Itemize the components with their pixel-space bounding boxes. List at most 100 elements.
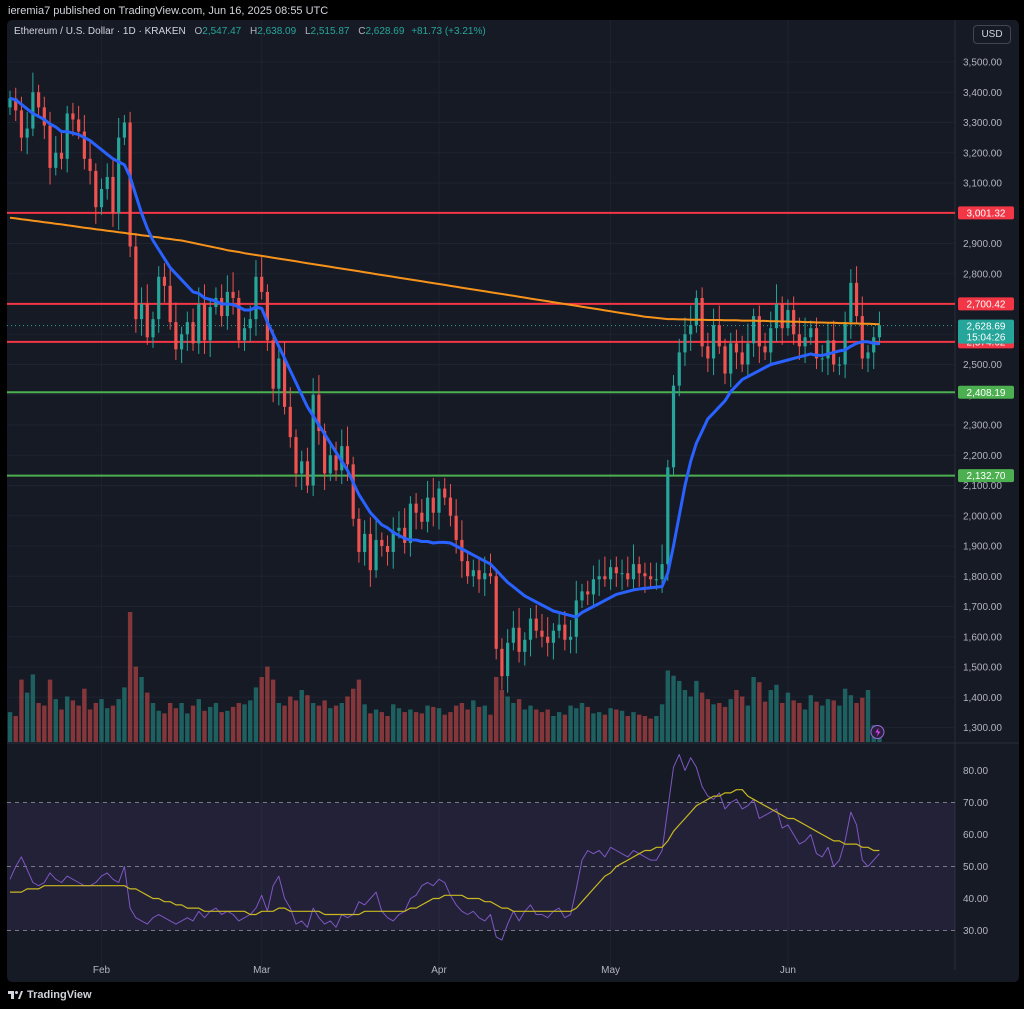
horizontal-levels[interactable] xyxy=(7,211,955,477)
price-badge-support-2408-bg xyxy=(958,385,1014,399)
volume-bar xyxy=(30,674,36,742)
volume-bar xyxy=(391,704,396,742)
rsi-tick-label: 80.00 xyxy=(963,766,988,777)
volume-bar xyxy=(76,705,81,742)
volume-bar xyxy=(362,704,367,742)
rsi-band xyxy=(7,802,955,931)
volume-bar xyxy=(36,703,41,742)
volume-bar xyxy=(711,704,716,742)
volume-bar xyxy=(665,670,670,742)
candle-body xyxy=(849,282,853,323)
volume-bar xyxy=(145,692,150,742)
volume-bar xyxy=(539,712,545,742)
volume-bar xyxy=(619,710,625,742)
volume-bar xyxy=(568,705,573,742)
price-labels: 3,001.322,700.422,574.622,408.192,132.70… xyxy=(958,206,1014,483)
candle-body xyxy=(162,276,167,286)
close-key: C xyxy=(358,26,366,37)
candle-body xyxy=(454,515,458,540)
price-tick-label: 1,400.00 xyxy=(963,693,1002,704)
candle-body xyxy=(689,325,693,335)
volume-bar xyxy=(413,712,419,742)
symbol-legend: Ethereum / U.S. Dollar · 1D · KRAKEN O2,… xyxy=(14,26,486,37)
volume-bar xyxy=(574,708,579,742)
candle-body xyxy=(546,636,550,643)
candle-body xyxy=(671,385,676,468)
candle-body xyxy=(82,131,86,159)
candle-body xyxy=(706,346,710,359)
candle-body xyxy=(397,527,401,531)
candle-body xyxy=(403,527,407,543)
volume-bar xyxy=(677,680,682,742)
candle-body xyxy=(603,576,607,580)
price-axis[interactable]: 3,500.00 3,400.00 3,300.00 3,200.00 3,100.00… xyxy=(963,58,1002,938)
volume-bar xyxy=(453,705,459,742)
chart-canvas[interactable]: 3,500.00 3,400.00 3,300.00 3,200.00 3,100.00… xyxy=(7,20,1019,982)
tradingview-footer[interactable]: TradingView xyxy=(8,989,92,1001)
volume-bar xyxy=(19,679,24,742)
volume-bar xyxy=(745,705,751,742)
candle-body xyxy=(202,304,207,341)
volume-bar xyxy=(156,710,161,742)
candle-body xyxy=(826,340,830,359)
volume-bar xyxy=(848,695,854,742)
volume-bar xyxy=(671,675,676,742)
candle-body xyxy=(740,352,744,365)
candle-body xyxy=(237,297,241,341)
candle-body xyxy=(334,455,338,471)
last-price-badge-bg xyxy=(958,319,1014,344)
candle-body xyxy=(248,319,252,329)
price-badge-support-2408-text: 2,408.19 xyxy=(967,388,1006,399)
volume-bar xyxy=(162,713,167,742)
currency-button[interactable]: USD xyxy=(973,25,1011,44)
low-value: 2,515.87 xyxy=(310,26,350,37)
candle-body xyxy=(820,358,824,360)
price-tick-label: 2,000.00 xyxy=(963,511,1002,522)
volume-bar xyxy=(659,704,665,742)
candle-body xyxy=(380,539,384,546)
volume-bar xyxy=(310,703,316,742)
volume-bar xyxy=(190,705,196,742)
candle-body xyxy=(586,591,590,595)
candle-body xyxy=(506,642,510,677)
volume-bar xyxy=(625,716,630,742)
candle-body xyxy=(305,461,310,486)
volume-bar xyxy=(739,696,745,742)
volume-bar xyxy=(596,712,602,742)
volume-bar xyxy=(808,695,813,742)
volume-bar xyxy=(631,712,636,742)
volume-bar xyxy=(459,703,465,742)
price-badge-support-2132-bg xyxy=(958,469,1014,483)
volume-bar xyxy=(545,709,550,742)
candle-body xyxy=(786,310,790,329)
candle-body xyxy=(277,358,281,389)
volume-bar xyxy=(13,716,18,742)
candle-body xyxy=(649,576,653,580)
candle-body xyxy=(517,627,521,652)
candle-body xyxy=(437,488,441,513)
volume-bar xyxy=(322,700,327,742)
chart-frame[interactable]: 3,500.00 3,400.00 3,300.00 3,200.00 3,100.00… xyxy=(7,20,1019,982)
volume-bar xyxy=(110,705,116,742)
volume-bar xyxy=(133,666,139,742)
volume-bar xyxy=(591,713,596,742)
candle-body xyxy=(311,394,315,486)
candle-body xyxy=(345,446,350,465)
rsi-tick-label: 50.00 xyxy=(963,862,988,873)
alert-icon[interactable] xyxy=(870,725,885,739)
volume-bar xyxy=(396,708,402,742)
volume-bar xyxy=(465,709,470,742)
time-axis[interactable]: Feb Mar Apr May Jun xyxy=(93,965,796,976)
alert-bolt-glyph xyxy=(875,728,881,737)
volume-bar xyxy=(762,701,768,742)
volume-bar xyxy=(431,706,436,742)
candle-body xyxy=(609,567,613,580)
candle-body xyxy=(591,579,596,595)
candle-body xyxy=(328,455,332,474)
volume-bar xyxy=(608,708,613,742)
volume-bar xyxy=(270,679,276,742)
volume-bar xyxy=(351,688,356,742)
volume-bar xyxy=(356,679,362,742)
volume-bar xyxy=(780,703,785,742)
candlesticks[interactable] xyxy=(8,72,882,693)
